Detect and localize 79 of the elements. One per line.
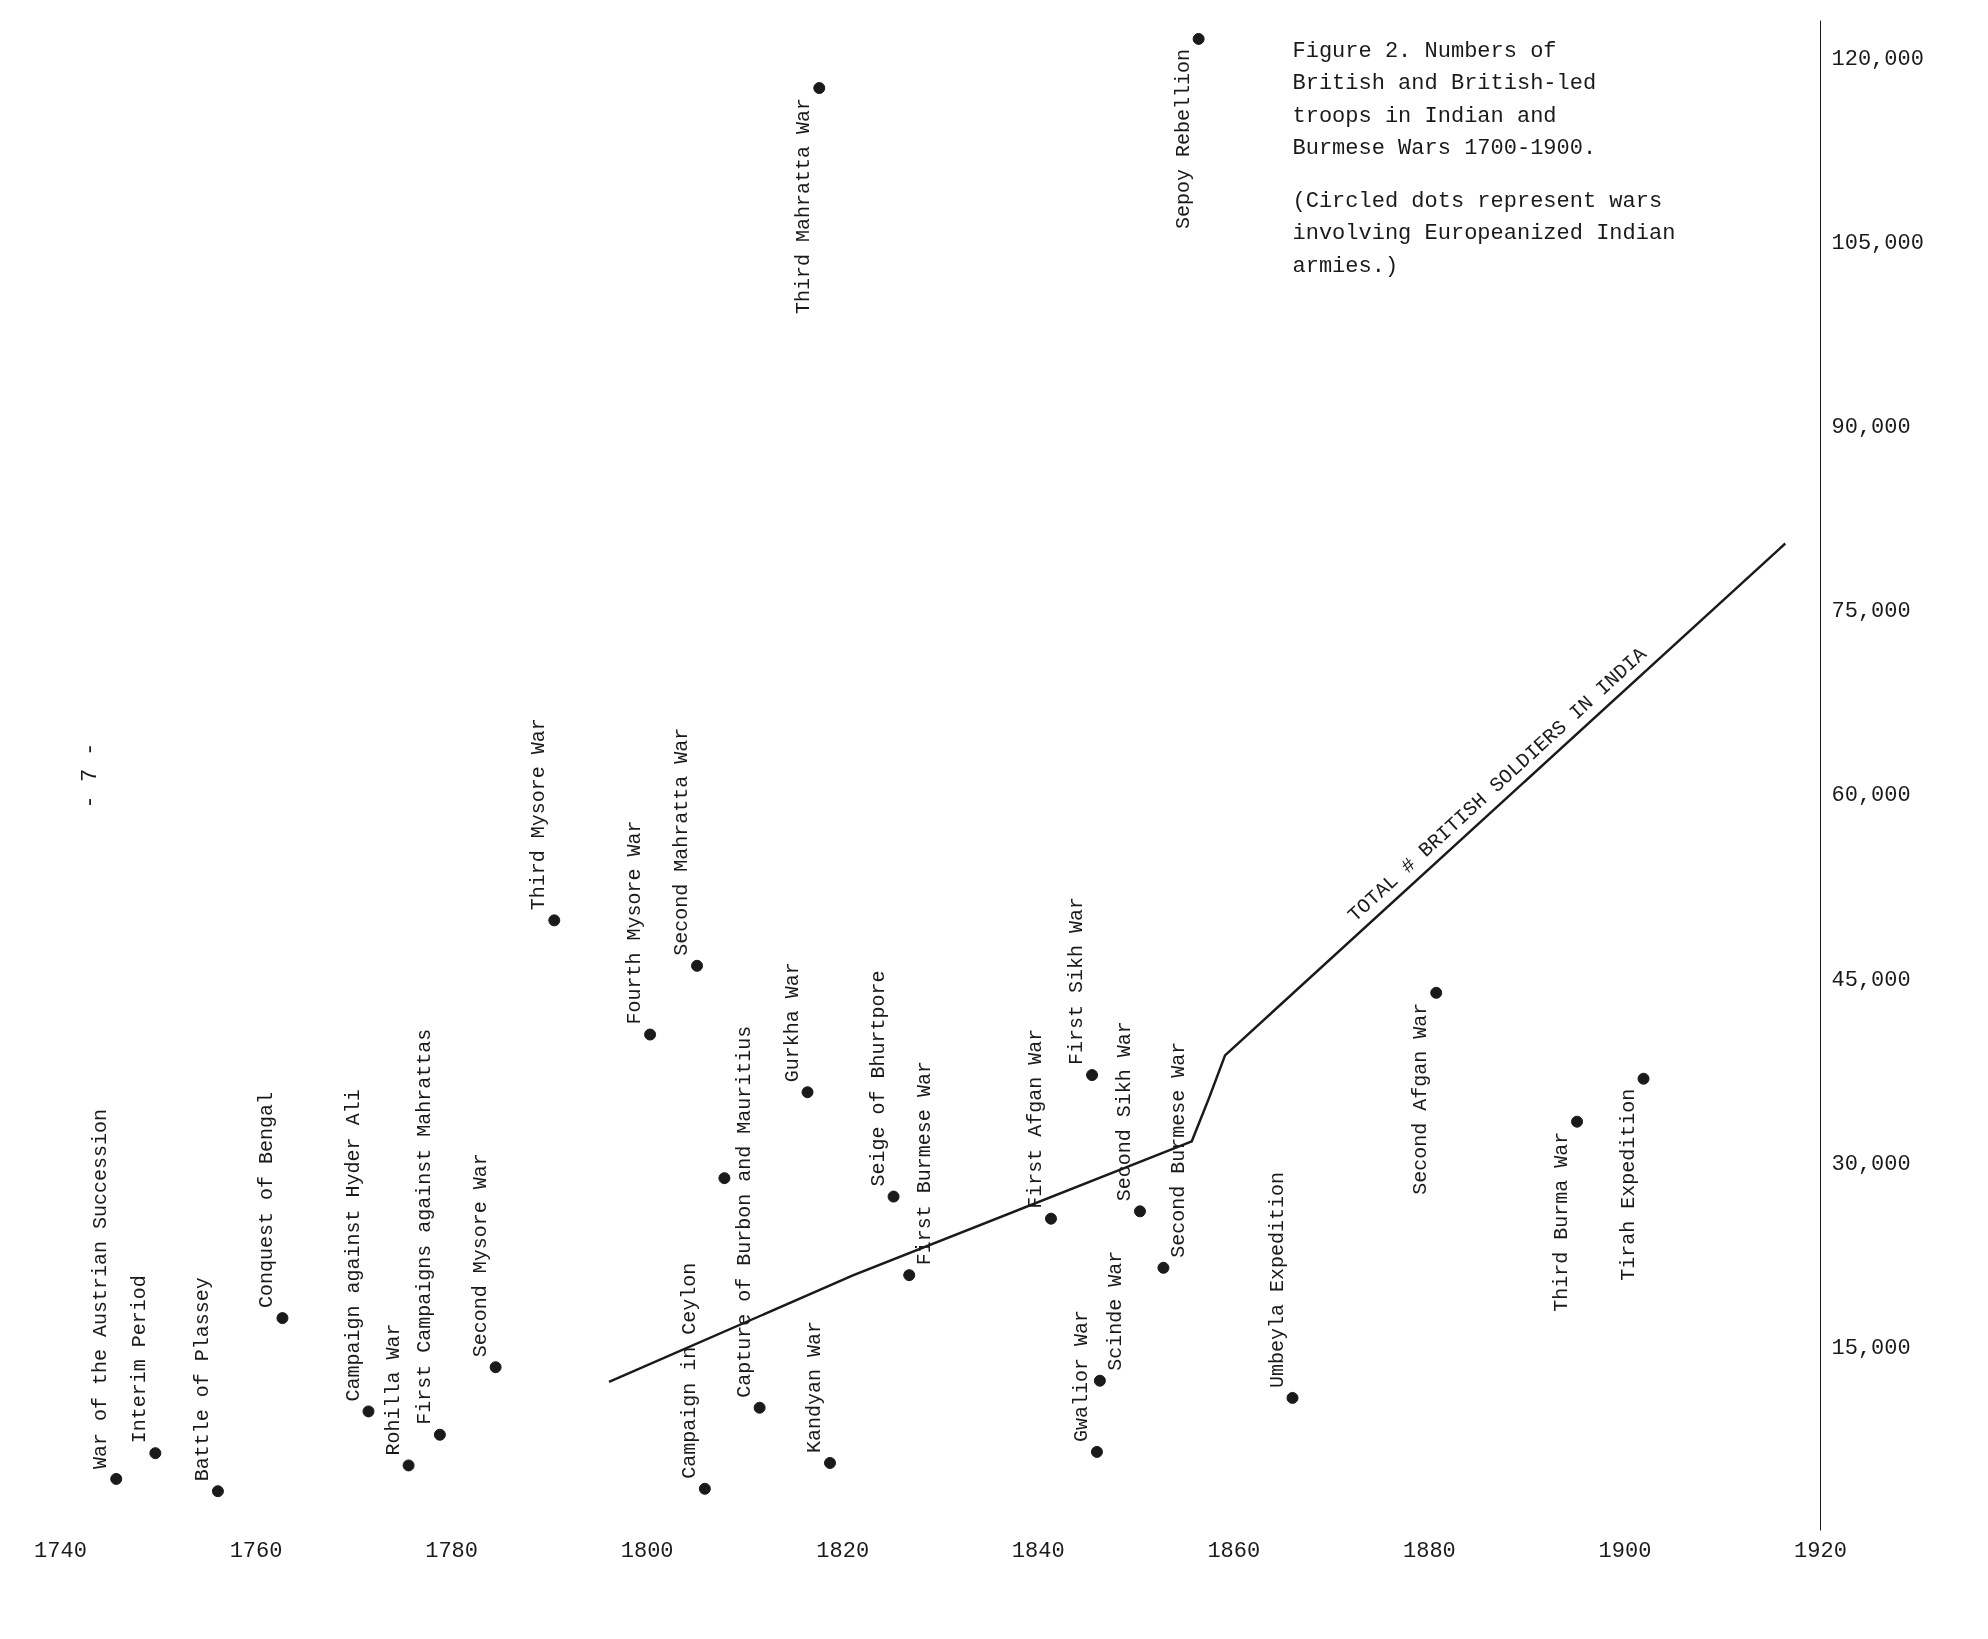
x-tick-label: 1800: [620, 1538, 674, 1564]
x-tick-label: 1760: [229, 1538, 283, 1564]
point: [1086, 1069, 1099, 1082]
x-tick-label: 1740: [34, 1538, 87, 1564]
annotation: - 7 -: [78, 742, 103, 809]
point: [1157, 1261, 1170, 1274]
point: [548, 914, 561, 927]
x-tick-label: 1840: [1011, 1538, 1065, 1564]
annotation: Conquest of Bengal: [255, 1092, 279, 1309]
point: [813, 82, 826, 95]
point: [801, 1086, 814, 1099]
point: [433, 1428, 446, 1441]
x-tick-label: 1780: [425, 1538, 479, 1564]
annotation: Battle of Plassey: [190, 1277, 214, 1482]
annotation: First Afgan War: [1023, 1028, 1047, 1209]
point: [1571, 1115, 1584, 1128]
point: [903, 1269, 916, 1282]
annotation: Seige of Bhurtpore: [866, 970, 890, 1187]
annotation: Gwalior War: [1069, 1309, 1093, 1442]
point: [1133, 1205, 1146, 1218]
annotation: Umbeyla Expedition: [1265, 1171, 1289, 1388]
point: [644, 1028, 657, 1041]
annotation: Third Mahratta War: [792, 98, 816, 315]
point: [276, 1312, 289, 1325]
annotation: Rohilla War: [381, 1323, 405, 1456]
point: [489, 1361, 502, 1374]
y-tick-label: 90,000: [1831, 415, 1911, 441]
point: [1044, 1212, 1057, 1225]
annotation: Second Afgan War: [1409, 1002, 1433, 1195]
x-tick-label: 1900: [1598, 1538, 1652, 1564]
annotation: Kandyan War: [803, 1320, 827, 1453]
annotation: Interim Period: [128, 1275, 152, 1444]
point: [1090, 1445, 1103, 1458]
annotation: War of the Austrian Succession: [89, 1108, 113, 1469]
annotation: First Sikh War: [1065, 897, 1089, 1066]
x-tick-label: 1920: [1794, 1538, 1847, 1564]
annotation: Scinde War: [1103, 1250, 1127, 1371]
annotation: Third Burma War: [1550, 1131, 1574, 1312]
y-tick-label: 60,000: [1831, 783, 1911, 809]
point: [402, 1459, 415, 1472]
point: [718, 1172, 731, 1185]
point: [1286, 1391, 1299, 1404]
text: Figure 2. Numbers of British and British-led troops in Indian and Burmese Wars 1700-1900.: [1292, 38, 1597, 162]
y-tick-label: 30,000: [1831, 1151, 1911, 1177]
point: [1192, 32, 1205, 45]
point: [149, 1447, 162, 1460]
point: [110, 1472, 123, 1485]
point: [824, 1456, 837, 1469]
point: [691, 959, 704, 972]
point: [1093, 1374, 1106, 1387]
y-tick-label: 45,000: [1831, 967, 1911, 993]
point: [211, 1485, 224, 1498]
point: [753, 1401, 766, 1414]
y-tick-label: 105,000: [1831, 230, 1924, 256]
point: [887, 1190, 900, 1203]
annotation: Campaign in Ceylon: [677, 1262, 701, 1479]
annotation: Tirah Expedition: [1616, 1088, 1640, 1281]
annotation: Second Burmese War: [1167, 1041, 1191, 1258]
y-tick-label: 15,000: [1831, 1335, 1911, 1361]
annotation: Second Mysore War: [468, 1153, 492, 1358]
y-tick-label: 120,000: [1831, 46, 1924, 72]
text: (Circled dots represent wars involving Europeanized Indian armies.): [1292, 188, 1676, 279]
annotation: Second Sikh War: [1112, 1021, 1136, 1202]
annotation: Second Mahratta War: [670, 727, 694, 956]
annotation: First Campaigns against Mahrattas: [412, 1028, 436, 1425]
annotation: Capture of Burbon and Mauritius: [732, 1025, 756, 1398]
point: [1637, 1072, 1650, 1085]
annotation: Sepoy Rebellion: [1171, 48, 1195, 229]
point: [1430, 986, 1443, 999]
x-tick-label: 1880: [1402, 1538, 1456, 1564]
y-tick-label: 75,000: [1831, 599, 1911, 625]
annotation: Gurkha War: [780, 962, 804, 1083]
point: [362, 1405, 375, 1418]
annotation: Fourth Mysore War: [623, 820, 647, 1025]
point: [698, 1482, 711, 1495]
annotation: Third Mysore War: [527, 718, 551, 911]
annotation: Campaign against Hyder Ali: [341, 1089, 365, 1402]
x-tick-label: 1820: [816, 1538, 870, 1564]
x-tick-label: 1860: [1207, 1538, 1261, 1564]
